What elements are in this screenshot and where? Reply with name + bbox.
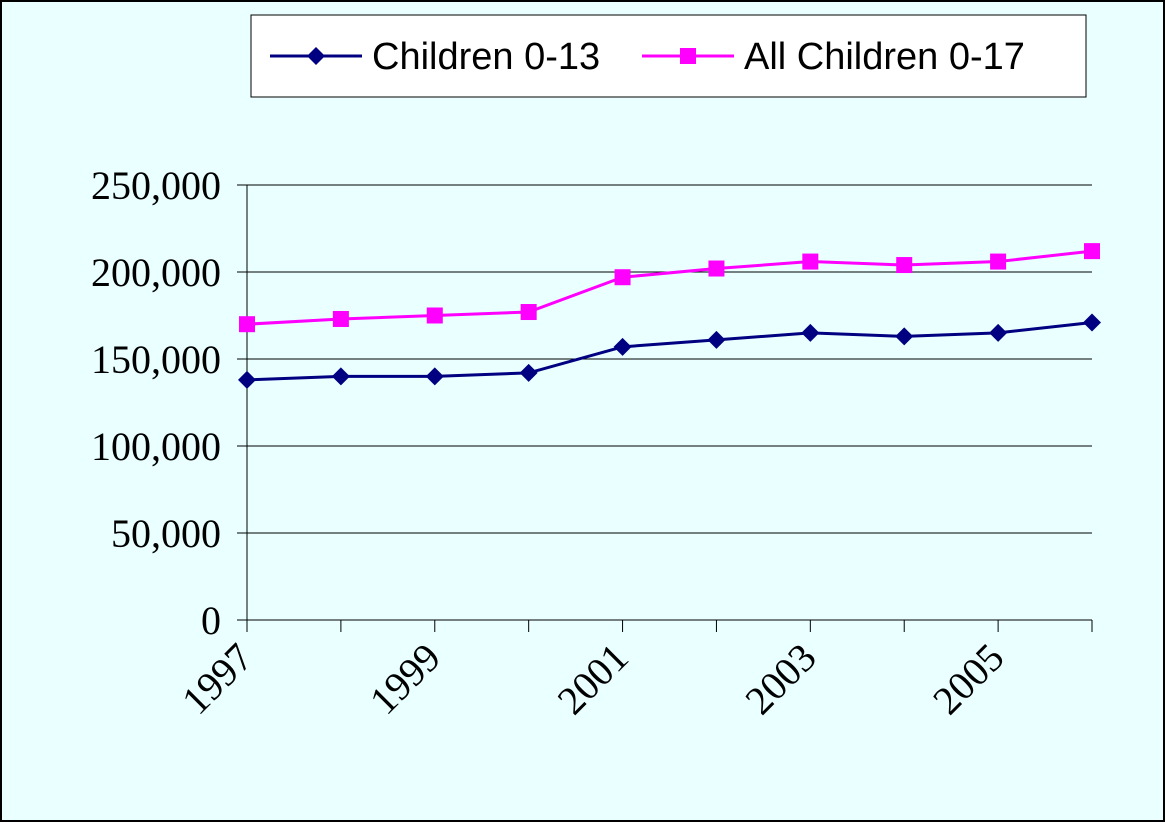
y-tick-label: 0 xyxy=(201,598,221,643)
y-tick-label: 200,000 xyxy=(91,250,221,295)
data-point-square xyxy=(520,304,537,321)
data-point-square xyxy=(680,48,696,64)
gridlines xyxy=(247,184,1092,534)
y-tick-label: 150,000 xyxy=(91,337,221,382)
x-tick-labels: 1997 1999 2001 2003 2005 xyxy=(173,635,1012,723)
x-tick-label: 2001 xyxy=(549,635,637,723)
data-point-square xyxy=(426,307,443,324)
data-point-diamond xyxy=(1083,313,1101,332)
data-point-square xyxy=(990,253,1007,270)
data-point-square xyxy=(239,316,255,333)
legend: Children 0-13 All Children 0-17 xyxy=(250,14,1087,98)
series-line xyxy=(246,320,1093,382)
x-tick-label: 1999 xyxy=(361,635,449,723)
data-point-diamond xyxy=(895,327,914,346)
x-tick-label: 1997 xyxy=(173,635,261,723)
x-tick-label: 2003 xyxy=(736,635,824,723)
data-point-diamond xyxy=(238,370,256,389)
y-tick-label: 50,000 xyxy=(111,511,221,556)
data-point-diamond xyxy=(331,367,350,386)
data-point-diamond xyxy=(519,363,538,382)
data-point-square xyxy=(614,269,631,286)
data-point-square xyxy=(896,257,913,274)
legend-label: Children 0-13 xyxy=(372,36,600,78)
data-point-diamond xyxy=(707,330,726,349)
y-tick-labels: 0 50,000 100,000 150,000 200,000 250,000 xyxy=(91,163,221,643)
data-point-diamond xyxy=(989,323,1008,342)
y-tick-label: 100,000 xyxy=(91,424,221,469)
y-tick-label: 250,000 xyxy=(91,163,221,208)
data-point-square xyxy=(708,260,725,277)
axes xyxy=(237,184,1093,632)
data-point-square xyxy=(802,253,819,270)
legend-label: All Children 0-17 xyxy=(744,36,1025,78)
data-point-diamond xyxy=(425,367,444,386)
data-point-diamond xyxy=(613,337,632,356)
data-point-diamond xyxy=(307,47,325,65)
x-tick-label: 2005 xyxy=(924,635,1012,723)
data-point-square xyxy=(1084,243,1100,260)
data-point-diamond xyxy=(801,323,820,342)
data-point-square xyxy=(332,310,349,327)
series-layer xyxy=(238,243,1101,389)
series-line xyxy=(246,249,1093,326)
